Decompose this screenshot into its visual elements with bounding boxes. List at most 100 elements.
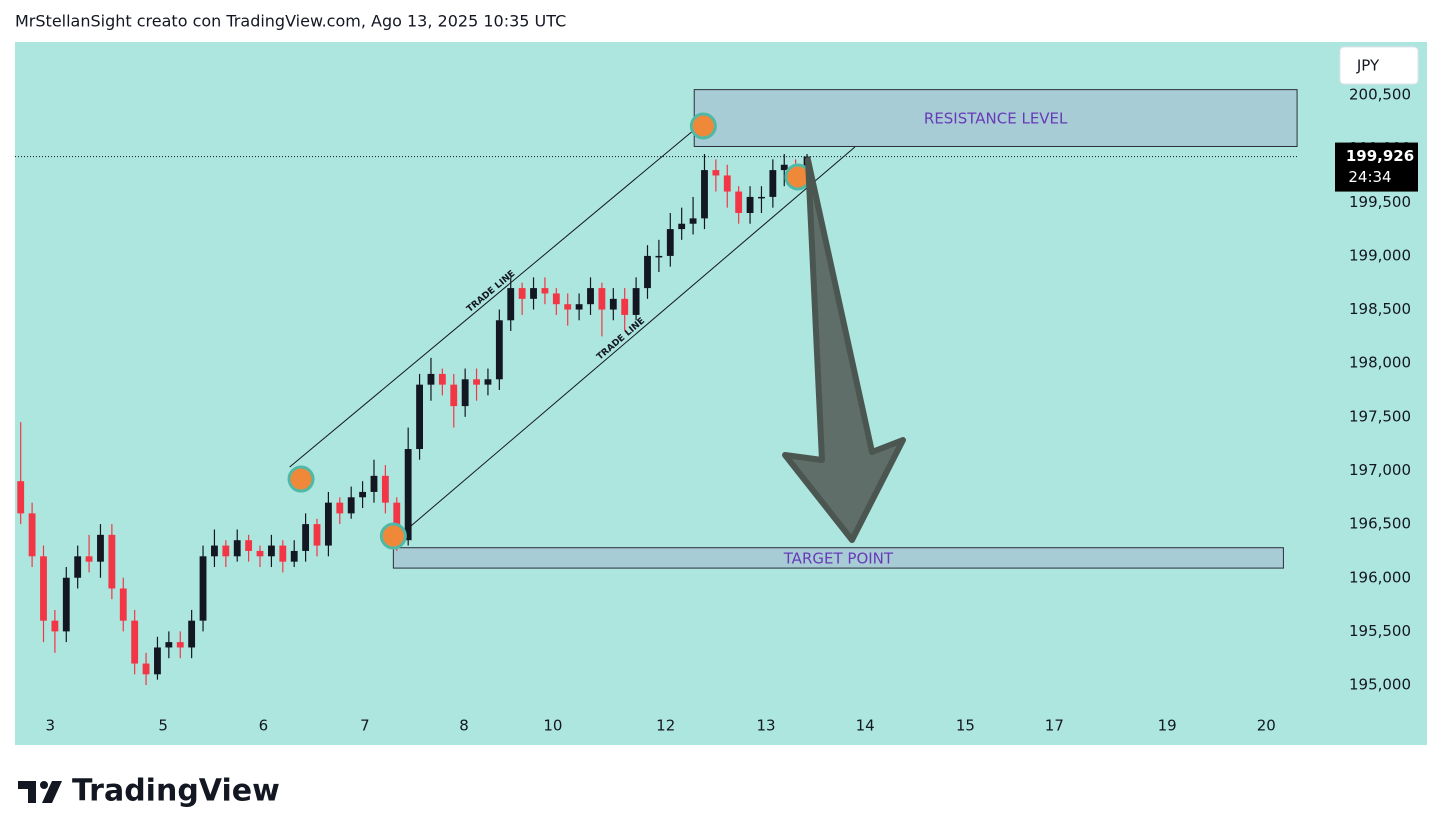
candle-body (575, 304, 583, 310)
currency: JPY (1356, 57, 1380, 75)
countdown: 24:34 (1348, 168, 1391, 186)
x-tick-label: 12 (656, 717, 675, 735)
x-tick-label: 13 (756, 717, 775, 735)
y-tick-label: 195,500 (1349, 622, 1411, 640)
candle-body (678, 223, 686, 230)
candle-body (780, 164, 788, 171)
candle-body (40, 556, 47, 621)
candle-body (735, 191, 743, 214)
candle-body (666, 229, 674, 256)
x-tick-label: 10 (543, 717, 562, 735)
x-tick-label: 14 (856, 717, 875, 735)
candle-body (131, 620, 139, 664)
candle-body (188, 620, 196, 648)
candle-body (381, 475, 389, 503)
y-tick-label: 199,500 (1349, 193, 1411, 211)
candle-body (427, 373, 435, 385)
plot-background (15, 42, 1427, 745)
last-price-label: 199,926 (1346, 147, 1414, 165)
logo-shape (18, 781, 36, 803)
zone (693, 89, 1298, 147)
candle-body (564, 304, 572, 310)
y-tick-label: 198,500 (1349, 300, 1411, 318)
candle-body (28, 513, 36, 557)
candle-body (689, 218, 697, 224)
candle-body (119, 588, 127, 621)
candle-body (233, 540, 241, 557)
zone (392, 547, 1284, 569)
candles (17, 153, 811, 686)
candle-body (290, 550, 298, 562)
candle-body (267, 545, 275, 557)
logo-shape (42, 781, 62, 803)
currency-box (1339, 46, 1419, 85)
candle-body (416, 384, 423, 450)
candle-body (62, 577, 70, 632)
candle-body (74, 556, 82, 578)
marker (379, 522, 407, 550)
candle-body (450, 384, 458, 407)
candle-body (176, 642, 184, 648)
candle-body (621, 298, 629, 315)
zone-label: TARGET POINT (783, 549, 894, 567)
x-tick-label: 20 (1257, 717, 1276, 735)
x-tick-label: 17 (1045, 717, 1064, 735)
candle-body (723, 175, 731, 192)
candle-body (598, 288, 606, 310)
candle-body (587, 288, 594, 305)
candle-body (461, 379, 469, 407)
y-tick-label: 198,000 (1349, 354, 1411, 372)
y-tick-label: 197,500 (1349, 407, 1411, 425)
candle-body (438, 373, 446, 385)
x-tick-label: 5 (158, 717, 168, 735)
trade-line (394, 146, 856, 541)
y-tick-label: 196,000 (1349, 568, 1411, 586)
candle-body (324, 502, 332, 546)
marker (689, 112, 717, 140)
y-tick-label: 197,000 (1349, 461, 1411, 479)
candle-body (655, 255, 663, 258)
candle-body (85, 556, 93, 562)
candle-body (609, 298, 617, 310)
candle-body (302, 524, 310, 551)
candle-body (712, 170, 720, 176)
candle-body (404, 449, 412, 541)
brand-name: TradingView (72, 774, 280, 809)
candle-body (142, 663, 150, 675)
x-tick-label: 8 (459, 717, 469, 735)
x-tick-label: 7 (360, 717, 370, 735)
candle-body (347, 497, 355, 514)
candle-body (359, 491, 367, 498)
candle-body (108, 534, 116, 589)
candle-body (154, 647, 161, 675)
trade-line (289, 124, 701, 468)
candle-body (245, 540, 253, 551)
candle-body (336, 502, 344, 514)
logo-shape (40, 781, 48, 789)
candle-body (256, 550, 264, 557)
zones: RESISTANCE LEVEL TARGET POINT (392, 89, 1298, 569)
candle-body (552, 293, 560, 305)
candle-body (518, 288, 526, 299)
marker (287, 465, 315, 493)
candle-body (495, 320, 503, 380)
header-title: MrStellanSight creato con TradingView.co… (15, 12, 566, 31)
candle-body (473, 379, 480, 385)
y-tick-label: 199,000 (1349, 246, 1411, 264)
candle-body (758, 196, 765, 199)
y-tick-label: 200,500 (1349, 85, 1411, 103)
candle-body (222, 545, 230, 557)
y-tick-label: 195,000 (1349, 676, 1411, 694)
x-tick-label: 3 (46, 717, 56, 735)
candle-body (97, 534, 104, 562)
candle-body (393, 502, 401, 541)
x-tick-label: 6 (259, 717, 269, 735)
candle-body (746, 196, 754, 214)
x-tick-label: 19 (1158, 717, 1177, 735)
candle-body (279, 545, 287, 562)
y-tick-label: 196,500 (1349, 515, 1411, 533)
candle-body (644, 255, 651, 289)
candle-body (165, 642, 173, 648)
